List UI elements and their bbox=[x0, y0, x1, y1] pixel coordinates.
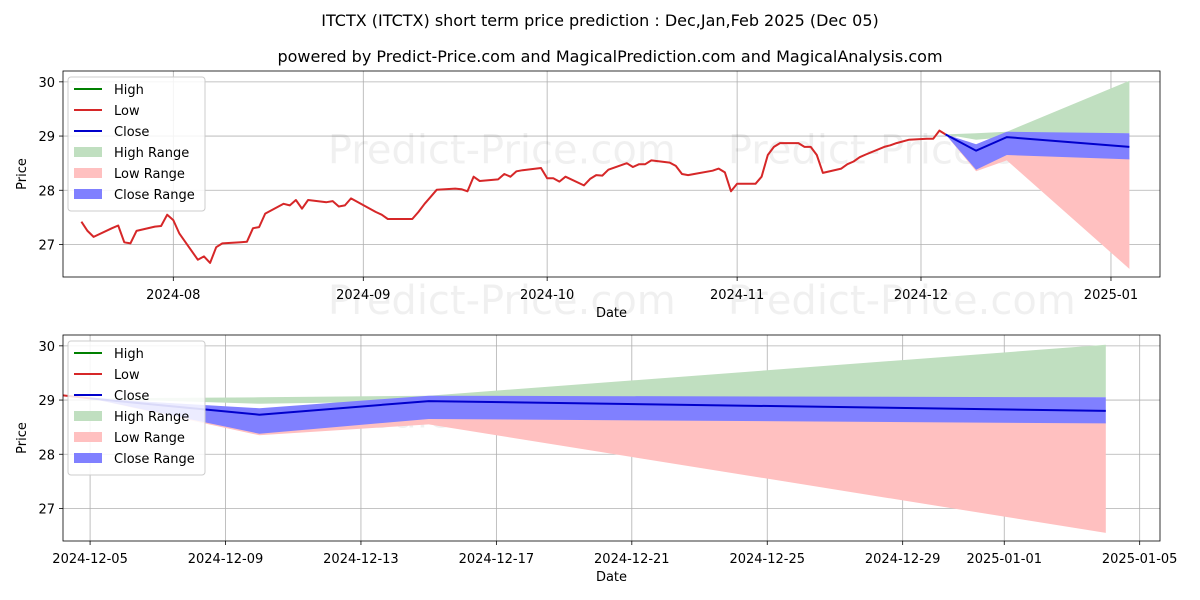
x-tick-label: 2024-12-25 bbox=[729, 552, 805, 567]
legend-label: High bbox=[114, 83, 144, 98]
x-axis-label: Date bbox=[596, 306, 627, 321]
legend-label: High bbox=[114, 347, 144, 362]
legend-swatch-low-range bbox=[74, 168, 102, 178]
legend-label: Low Range bbox=[114, 431, 185, 446]
legend-label: Close bbox=[114, 389, 149, 404]
forecast-detail-panel: 2024-12-05 2024-12-09 2024-12-13 2024-12-17… bbox=[15, 334, 1178, 585]
legend-swatch-high-range bbox=[74, 411, 102, 421]
legend: High Low Close High Range Low Range Close Ran… bbox=[67, 76, 206, 212]
price-history-panel: 2024-08 2024-09 2024-10 2024-11 2024-12 2025-… bbox=[15, 70, 1161, 324]
legend-label: High Range bbox=[114, 146, 189, 161]
watermark-text: Predict-Price.com bbox=[328, 278, 676, 324]
x-tick-label: 2024-12-29 bbox=[865, 552, 941, 567]
plot-frame bbox=[62, 334, 1161, 542]
legend-box bbox=[67, 76, 206, 212]
y-tick-label: 27 bbox=[38, 238, 55, 253]
watermark-text: Predict-Price.com bbox=[328, 128, 676, 174]
legend-box bbox=[67, 340, 206, 476]
x-tick-label: 2024-12-21 bbox=[594, 552, 670, 567]
x-tick-label: 2025-01-01 bbox=[966, 552, 1042, 567]
legend-label: Low bbox=[114, 104, 140, 119]
legend-swatch-low-range bbox=[74, 432, 102, 442]
y-tick-label: 28 bbox=[38, 184, 55, 199]
legend-swatch-high-range bbox=[74, 147, 102, 157]
plot-area bbox=[80, 80, 1130, 269]
legend: High Low Close High Range Low Range Close Ran… bbox=[67, 340, 206, 476]
y-tick-label: 27 bbox=[38, 502, 55, 517]
x-tick-label: 2025-01-05 bbox=[1102, 552, 1178, 567]
y-tick-label: 29 bbox=[38, 130, 55, 145]
x-tick-label: 2025-01 bbox=[1084, 288, 1138, 303]
low-price-line bbox=[80, 129, 947, 264]
legend-label: Close bbox=[114, 125, 149, 140]
close-range-band bbox=[90, 395, 1106, 434]
x-tick-label: 2024-08 bbox=[146, 288, 200, 303]
legend-swatch-close-range bbox=[74, 189, 102, 199]
y-tick-label: 30 bbox=[38, 76, 55, 91]
y-tick-label: 28 bbox=[38, 448, 55, 463]
x-tick-label: 2024-12-05 bbox=[52, 552, 128, 567]
y-tick-label: 30 bbox=[38, 340, 55, 355]
legend-label: High Range bbox=[114, 410, 189, 425]
close-forecast-line bbox=[945, 133, 1130, 152]
legend-swatch-close-range bbox=[74, 453, 102, 463]
x-tick-label: 2024-12-13 bbox=[323, 552, 399, 567]
y-tick-label: 29 bbox=[38, 394, 55, 409]
watermark-text: Predict-Price.com bbox=[728, 278, 1076, 324]
legend-label: Low Range bbox=[114, 167, 185, 182]
plot-frame bbox=[62, 70, 1161, 278]
y-axis-label: Price bbox=[15, 422, 30, 454]
high-range-band bbox=[90, 344, 1106, 404]
y-axis-label: Price bbox=[15, 158, 30, 190]
chart-subtitle: powered by Predict-Price.com and Magical… bbox=[277, 47, 942, 66]
high-range-band bbox=[945, 80, 1130, 140]
low-range-band bbox=[90, 398, 1106, 533]
x-axis-label: Date bbox=[596, 570, 627, 585]
legend-label: Close Range bbox=[114, 188, 195, 203]
x-tick-label: 2024-09 bbox=[336, 288, 390, 303]
x-tick-label: 2024-11 bbox=[710, 288, 764, 303]
x-tick-label: 2024-10 bbox=[520, 288, 574, 303]
close-range-band bbox=[945, 131, 1130, 170]
legend-label: Close Range bbox=[114, 452, 195, 467]
x-tick-label: 2024-12-17 bbox=[459, 552, 535, 567]
x-tick-label: 2024-12 bbox=[894, 288, 948, 303]
low-range-band bbox=[945, 134, 1130, 269]
legend-label: Low bbox=[114, 368, 140, 383]
chart-title: ITCTX (ITCTX) short term price predictio… bbox=[321, 11, 879, 30]
x-tick-label: 2024-12-09 bbox=[188, 552, 264, 567]
